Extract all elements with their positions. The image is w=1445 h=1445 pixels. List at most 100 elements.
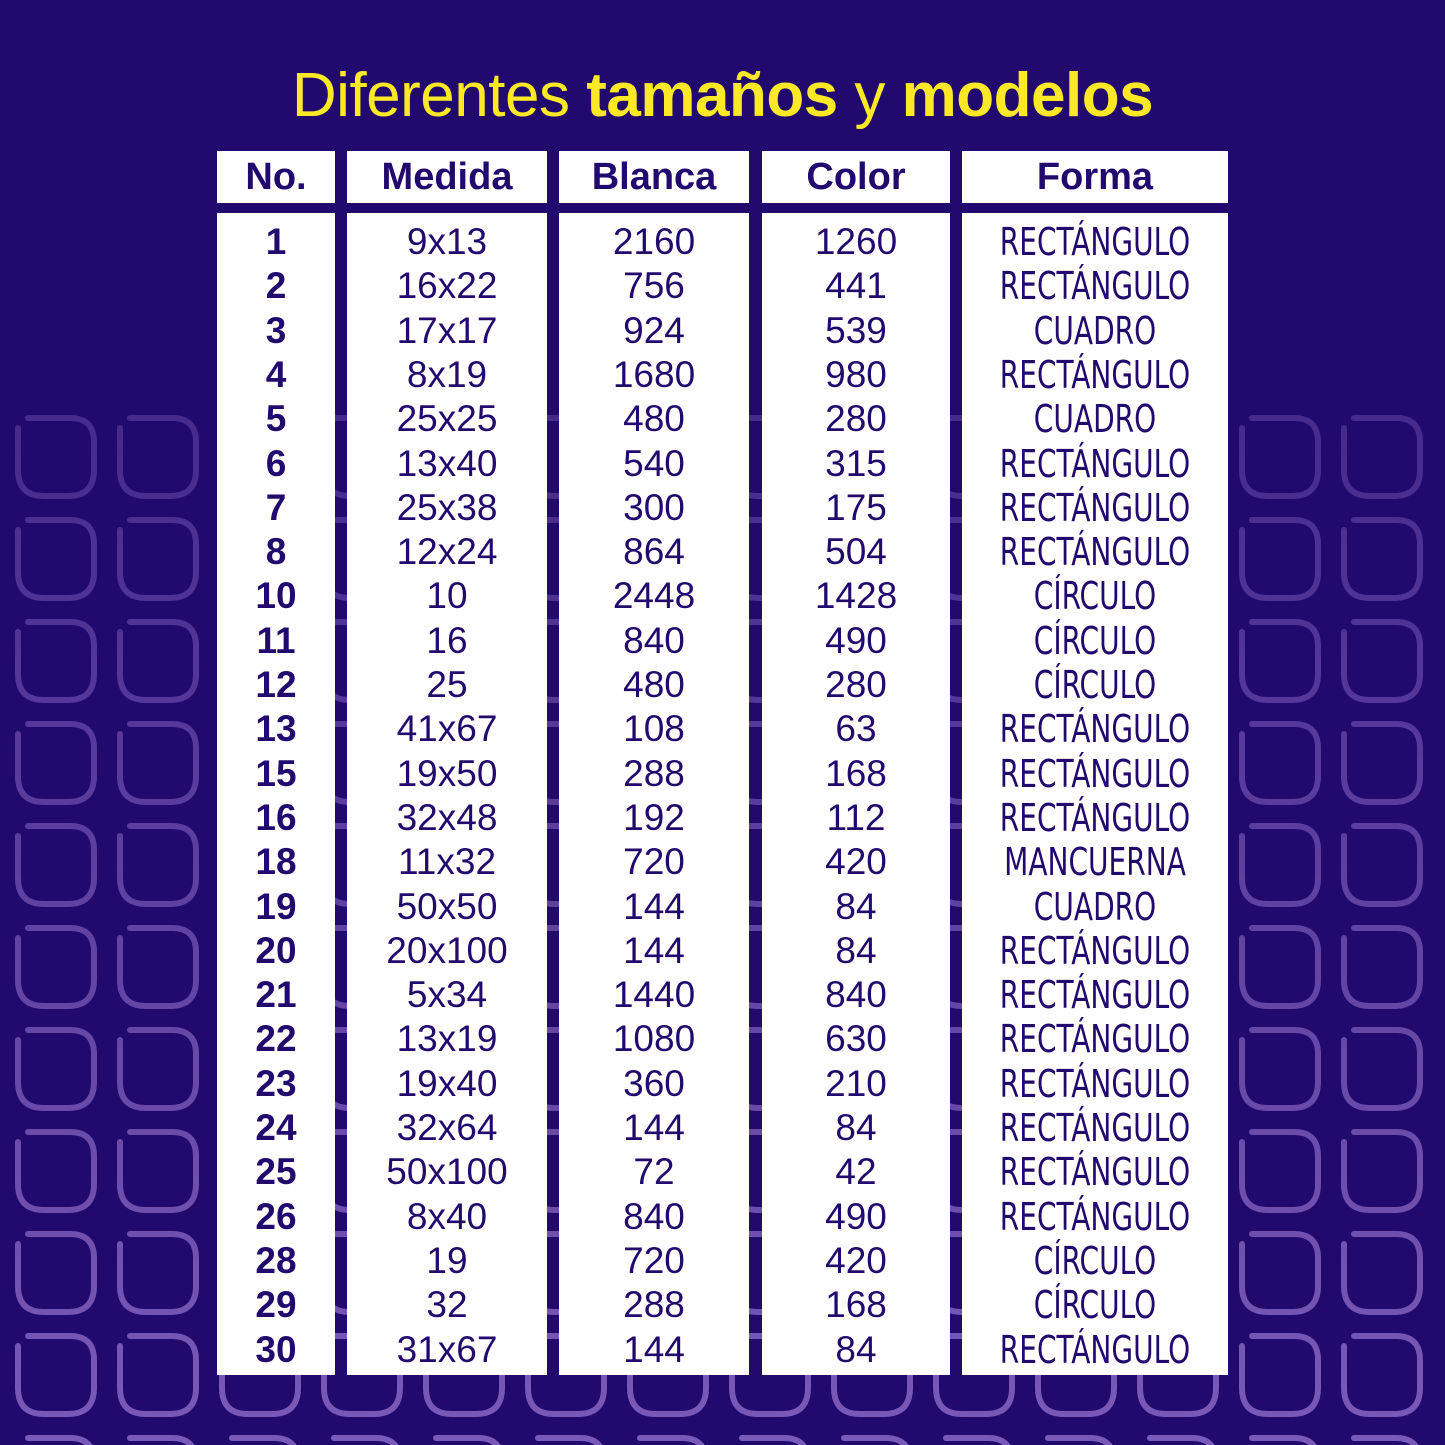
table-cell-no: 12 [255, 664, 297, 705]
column-header-blanca: Blanca [559, 151, 749, 203]
table-cell-medida: 20x100 [386, 929, 508, 971]
table-cell-blanca: 144 [623, 1328, 685, 1370]
table-cell-no: 10 [255, 575, 297, 617]
table-cell-no: 13 [255, 708, 297, 750]
table-cell-forma: CÍRCULO [1033, 574, 1157, 619]
table-cell-blanca: 288 [623, 1284, 685, 1326]
table-cell-forma: CÍRCULO [1033, 1238, 1157, 1283]
column-header-forma: Forma [962, 151, 1228, 203]
table-cell-color: 539 [825, 309, 887, 351]
table-cell-color: 420 [825, 841, 887, 883]
table-cell-forma: RECTÁNGULO [999, 1017, 1191, 1062]
table-cell-blanca: 2448 [612, 575, 696, 617]
table-cell-forma: RECTÁNGULO [999, 1194, 1191, 1239]
table-cell-forma: CÍRCULO [1033, 618, 1157, 663]
table-cell-no: 4 [265, 353, 287, 395]
table-cell-blanca: 144 [623, 929, 685, 971]
table-cell-blanca: 144 [623, 885, 685, 927]
table-cell-forma: RECTÁNGULO [999, 1327, 1191, 1372]
table-cell-medida: 19x50 [396, 752, 498, 794]
title-part-2: tamaños [586, 61, 838, 130]
table-cell-no: 6 [265, 442, 287, 484]
column-body-forma: RECTÁNGULO RECTÁNGULO CUADRO RECTÁNGULO CUAD… [962, 213, 1228, 1375]
table-cell-medida: 50x50 [396, 885, 498, 927]
column-body-color: 1260 441 539 980 280 315 175 504 1428 490 280 63 168… [762, 213, 950, 1375]
table-cell-no: 30 [255, 1328, 297, 1370]
table-cell-medida: 31x67 [396, 1328, 498, 1370]
table-cell-forma: RECTÁNGULO [999, 530, 1191, 575]
table-cell-forma: CUADRO [1033, 308, 1157, 353]
table-cell-color: 504 [825, 531, 887, 573]
table-cell-blanca: 2160 [612, 221, 696, 262]
table-cell-color: 1260 [814, 221, 898, 262]
title-part-4: modelos [901, 61, 1154, 130]
table-cell-color: 1428 [814, 575, 898, 617]
table-cell-blanca: 360 [623, 1062, 685, 1104]
table-cell-forma: RECTÁNGULO [999, 264, 1191, 309]
column-body-blanca: 2160 756 924 1680 480 540 300 864 2448 840 480 108 2… [559, 213, 749, 1375]
table-cell-medida: 17x17 [396, 309, 498, 351]
table-cell-forma: CÍRCULO [1033, 1283, 1157, 1328]
table-cell-blanca: 720 [623, 1239, 685, 1281]
table-cell-blanca: 756 [623, 265, 685, 307]
table-cell-forma: MANCUERNA [1004, 840, 1186, 885]
table-cell-forma: RECTÁNGULO [999, 707, 1191, 752]
table-cell-color: 168 [825, 1284, 887, 1326]
table-cell-no: 24 [255, 1107, 297, 1148]
table-cell-blanca: 540 [623, 442, 685, 484]
table-cell-medida: 11x32 [397, 841, 497, 883]
table-cell-medida: 32x64 [396, 1107, 498, 1148]
table-cell-no: 5 [265, 398, 287, 440]
table-cell-color: 490 [825, 1195, 887, 1237]
table-cell-medida: 25 [426, 664, 468, 705]
table-cell-blanca: 840 [623, 1195, 685, 1237]
table-cell-no: 3 [265, 309, 287, 351]
table-cell-medida: 16x22 [396, 265, 498, 307]
title-part-1: Diferentes [291, 61, 587, 130]
column-body-medida: 9x13 16x22 17x17 8x19 25x25 13x40 25x38 12x24 10… [347, 213, 547, 1375]
table-cell-no: 29 [255, 1284, 297, 1326]
table-cell-blanca: 300 [623, 486, 685, 528]
table-cell-medida: 5x34 [406, 974, 488, 1016]
table-cell-medida: 16 [426, 619, 468, 661]
table-cell-blanca: 720 [623, 841, 685, 883]
table-cell-blanca: 1080 [612, 1018, 696, 1060]
table-cell-forma: RECTÁNGULO [999, 1106, 1191, 1150]
table-cell-blanca: 840 [623, 619, 685, 661]
table-cell-color: 420 [825, 1239, 887, 1281]
table-cell-medida: 41x67 [396, 708, 498, 750]
column-header-medida: Medida [347, 151, 547, 203]
table-cell-color: 210 [825, 1062, 887, 1104]
table-cell-no: 15 [255, 752, 297, 794]
table-cell-color: 980 [825, 353, 887, 395]
table-cell-color: 112 [826, 796, 886, 838]
table-cell-medida: 32x48 [396, 796, 498, 838]
table-cell-no: 20 [255, 929, 297, 971]
table-cell-color: 175 [825, 486, 887, 528]
table-cell-medida: 12x24 [396, 531, 498, 573]
table-cell-medida: 13x40 [396, 442, 498, 484]
table-cell-color: 63 [835, 708, 877, 750]
table-cell-forma: CUADRO [1033, 884, 1157, 929]
table-cell-medida: 10 [426, 575, 468, 617]
table-cell-color: 441 [825, 265, 887, 307]
table-cell-no: 21 [255, 974, 297, 1016]
column-body-no: 1 2 3 4 5 6 7 8 10 11 12 13 15 16 18 19 20 21 22 23 24 25 26 28… [217, 213, 335, 1375]
table-cell-medida: 25x38 [396, 486, 498, 528]
table-cell-no: 22 [255, 1018, 297, 1060]
table-cell-blanca: 1440 [612, 974, 696, 1016]
table-cell-no: 26 [255, 1195, 297, 1237]
table-cell-medida: 13x19 [396, 1018, 498, 1060]
title-part-3: y [837, 61, 902, 130]
table-cell-blanca: 1680 [612, 353, 696, 395]
column-header-color: Color [762, 151, 950, 203]
table-cell-no: 2 [265, 265, 287, 307]
table-cell-medida: 8x19 [406, 353, 488, 395]
table-cell-no: 18 [255, 841, 297, 883]
table-cell-blanca: 72 [633, 1151, 675, 1193]
table-cell-forma: RECTÁNGULO [999, 928, 1191, 973]
table-cell-color: 84 [835, 885, 877, 927]
table-cell-blanca: 480 [623, 664, 685, 705]
table-cell-medida: 8x40 [406, 1195, 488, 1237]
table-cell-color: 84 [835, 1107, 877, 1148]
